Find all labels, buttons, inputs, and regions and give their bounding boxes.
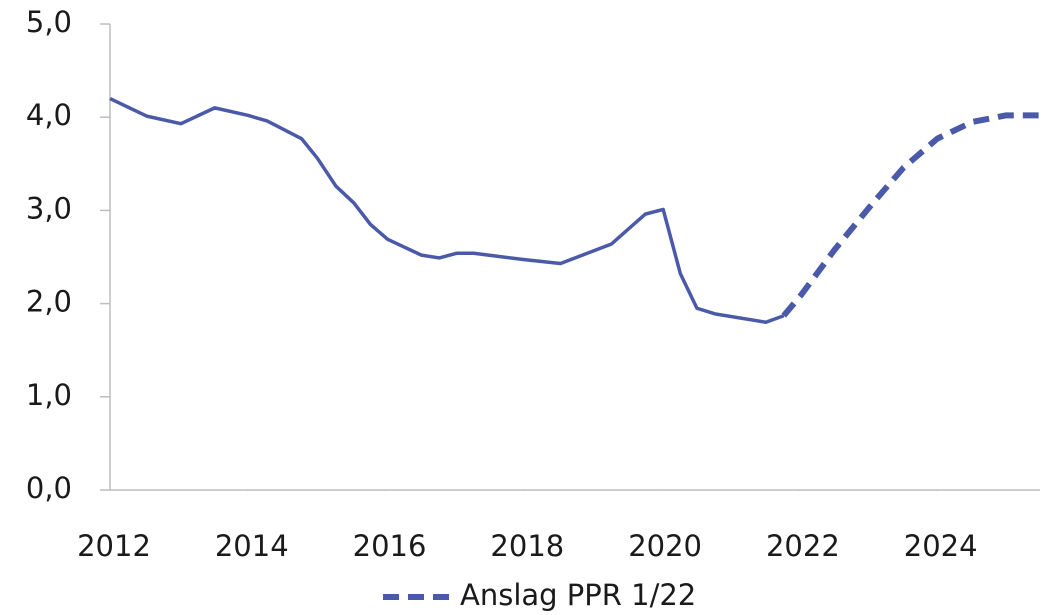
x-tick-label: 2022 (766, 529, 840, 563)
x-tick-label: 2012 (77, 529, 151, 563)
x-tick-label: 2016 (353, 529, 427, 563)
y-tick-label: 5,0 (26, 5, 72, 39)
x-tick-label: 2014 (215, 529, 289, 563)
y-tick-label: 1,0 (26, 378, 72, 412)
data-line (109, 96, 785, 324)
forecast-line (781, 112, 1039, 318)
y-tick-label: 0,0 (26, 471, 72, 505)
y-tick-label: 3,0 (26, 191, 72, 225)
y-tick-label: 2,0 (26, 285, 72, 319)
x-tick-label: 2024 (904, 529, 978, 563)
x-tick-label: 2018 (490, 529, 564, 563)
x-tick-label: 2020 (628, 529, 702, 563)
legend-label: Anslag PPR 1/22 (460, 578, 696, 612)
y-tick-label: 4,0 (26, 98, 72, 132)
